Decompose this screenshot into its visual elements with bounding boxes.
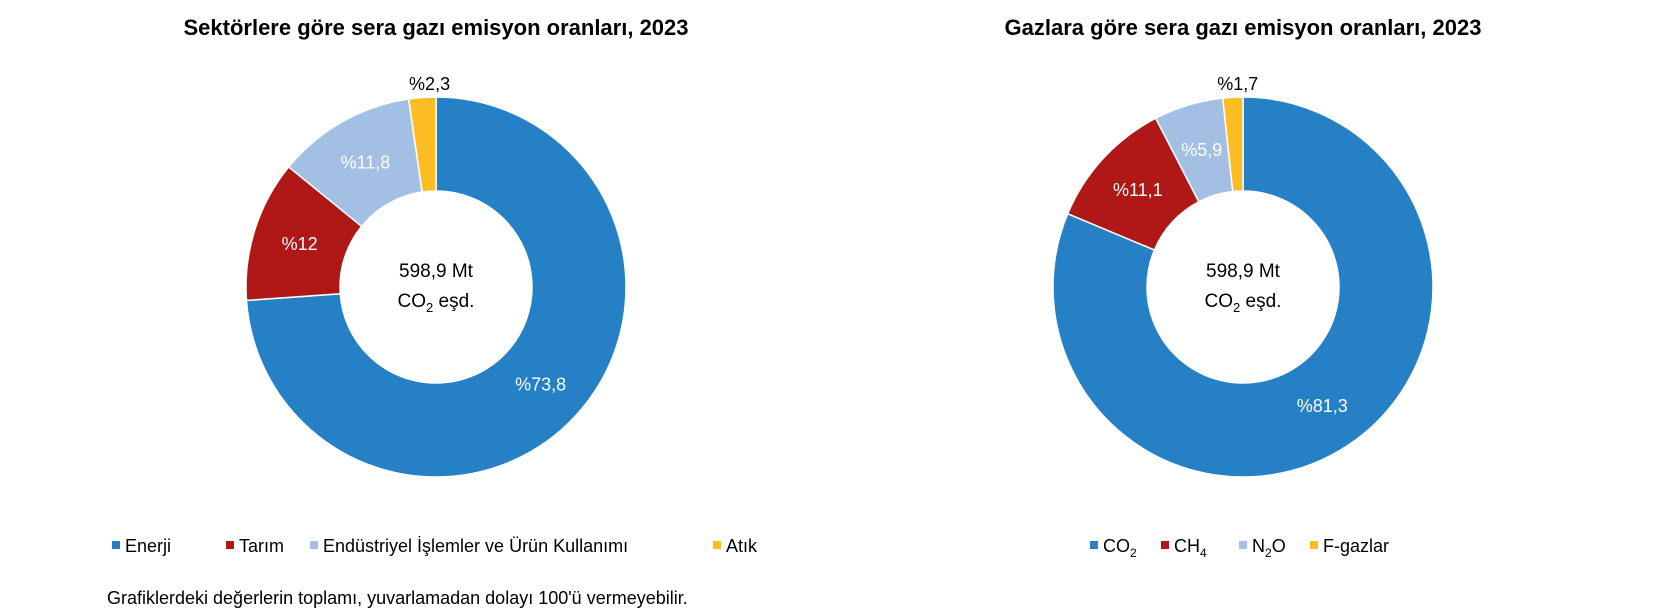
legend-swatch — [1239, 541, 1247, 549]
legend-swatch — [1090, 541, 1098, 549]
legend-item: CH4 — [1174, 536, 1207, 560]
center-total: 598,9 Mt — [399, 261, 474, 282]
legend-item: Endüstriyel İşlemler ve Ürün Kullanımı — [323, 536, 628, 556]
data-label: %5,9 — [1181, 140, 1222, 160]
legend-item: Atık — [726, 536, 758, 556]
data-label: %1,7 — [1217, 74, 1258, 94]
legend-swatch — [310, 541, 318, 549]
center-total: 598,9 Mt — [1206, 261, 1281, 282]
chart-title: Gazlara göre sera gazı emisyon oranları,… — [1005, 15, 1482, 40]
data-label: %73,8 — [515, 374, 566, 394]
legend-item: F-gazlar — [1323, 536, 1389, 556]
chart-title: Sektörlere göre sera gazı emisyon oranla… — [183, 15, 688, 40]
slice-enerji — [245, 96, 627, 478]
legend-swatch — [1161, 541, 1169, 549]
data-label: %11,8 — [341, 153, 391, 173]
center-unit: CO2 eşd. — [398, 291, 475, 315]
legend-swatch — [226, 541, 234, 549]
center-unit: CO2 eşd. — [1205, 291, 1282, 315]
legend: CO2 CH4 N2O F-gazlar — [1090, 536, 1389, 560]
data-label: %81,3 — [1297, 396, 1348, 416]
legend-item: N2O — [1252, 536, 1286, 560]
legend-swatch — [713, 541, 721, 549]
legend: Enerji Tarım Endüstriyel İşlemler ve Ürün … — [112, 536, 758, 556]
data-label: %12 — [282, 234, 318, 254]
data-label: %11,1 — [1113, 180, 1163, 200]
slice-at-k — [407, 96, 437, 193]
legend-swatch — [112, 541, 120, 549]
donut-chart-1: Gazlara göre sera gazı emisyon oranları,… — [1005, 15, 1482, 560]
legend-swatch — [1310, 541, 1318, 549]
legend-item: Tarım — [239, 536, 284, 556]
footnote: Grafiklerdeki değerlerin toplamı, yuvarl… — [107, 588, 688, 608]
donut-chart-0: Sektörlere göre sera gazı emisyon oranla… — [112, 15, 758, 556]
data-label: %2,3 — [409, 74, 450, 94]
slice-f-gazlar — [1221, 96, 1244, 193]
legend-item: Enerji — [125, 536, 171, 556]
legend-item: CO2 — [1103, 536, 1137, 560]
slice-co2 — [1052, 96, 1434, 478]
